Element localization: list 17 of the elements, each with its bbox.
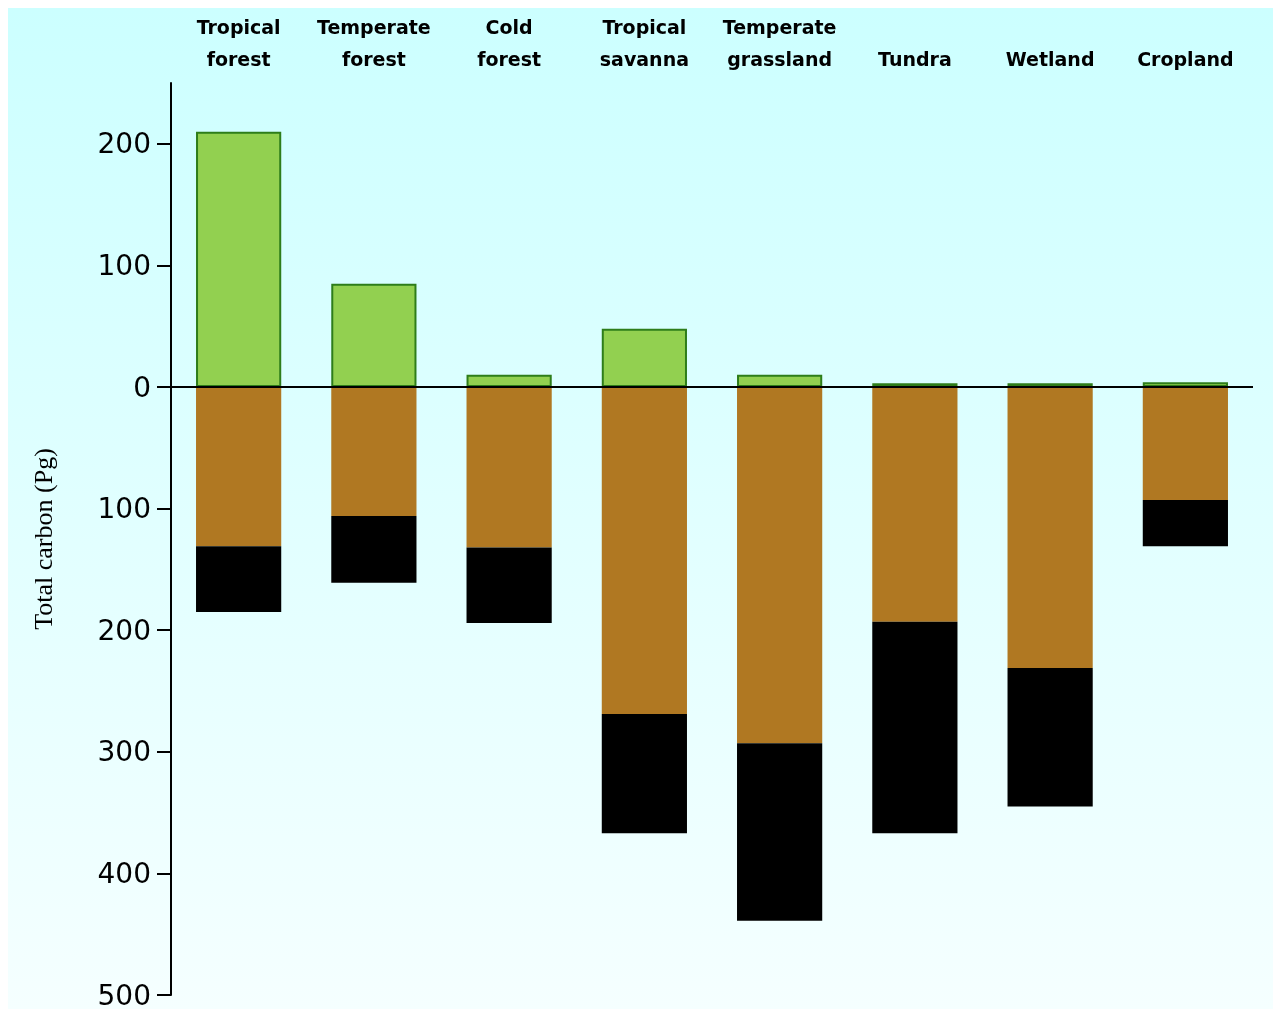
- x-tick-label: Wetland: [1005, 48, 1095, 70]
- y-tick-label: 0: [133, 370, 151, 404]
- x-tick-label: Tropical savanna: [599, 16, 689, 70]
- x-tick-label: Tropical forest: [196, 16, 281, 70]
- y-tick-label: 500: [97, 978, 151, 1012]
- y-tick-label: 400: [97, 856, 151, 890]
- x-tick-label: Tundra: [878, 48, 952, 70]
- y-tick-label: 100: [97, 248, 151, 282]
- x-tick-label: Temperate forest: [316, 16, 431, 70]
- y-tick-label: 200: [97, 613, 151, 647]
- x-tick-label: Cropland: [1137, 48, 1234, 70]
- y-tick-label: 100: [97, 492, 151, 526]
- x-tick-label: Temperate grassland: [722, 16, 837, 70]
- y-tick-label: 300: [97, 735, 151, 769]
- y-axis-title: Total carbon (Pg): [28, 448, 58, 630]
- x-tick-label: Cold forest: [477, 16, 542, 70]
- y-tick-label: 200: [97, 127, 151, 161]
